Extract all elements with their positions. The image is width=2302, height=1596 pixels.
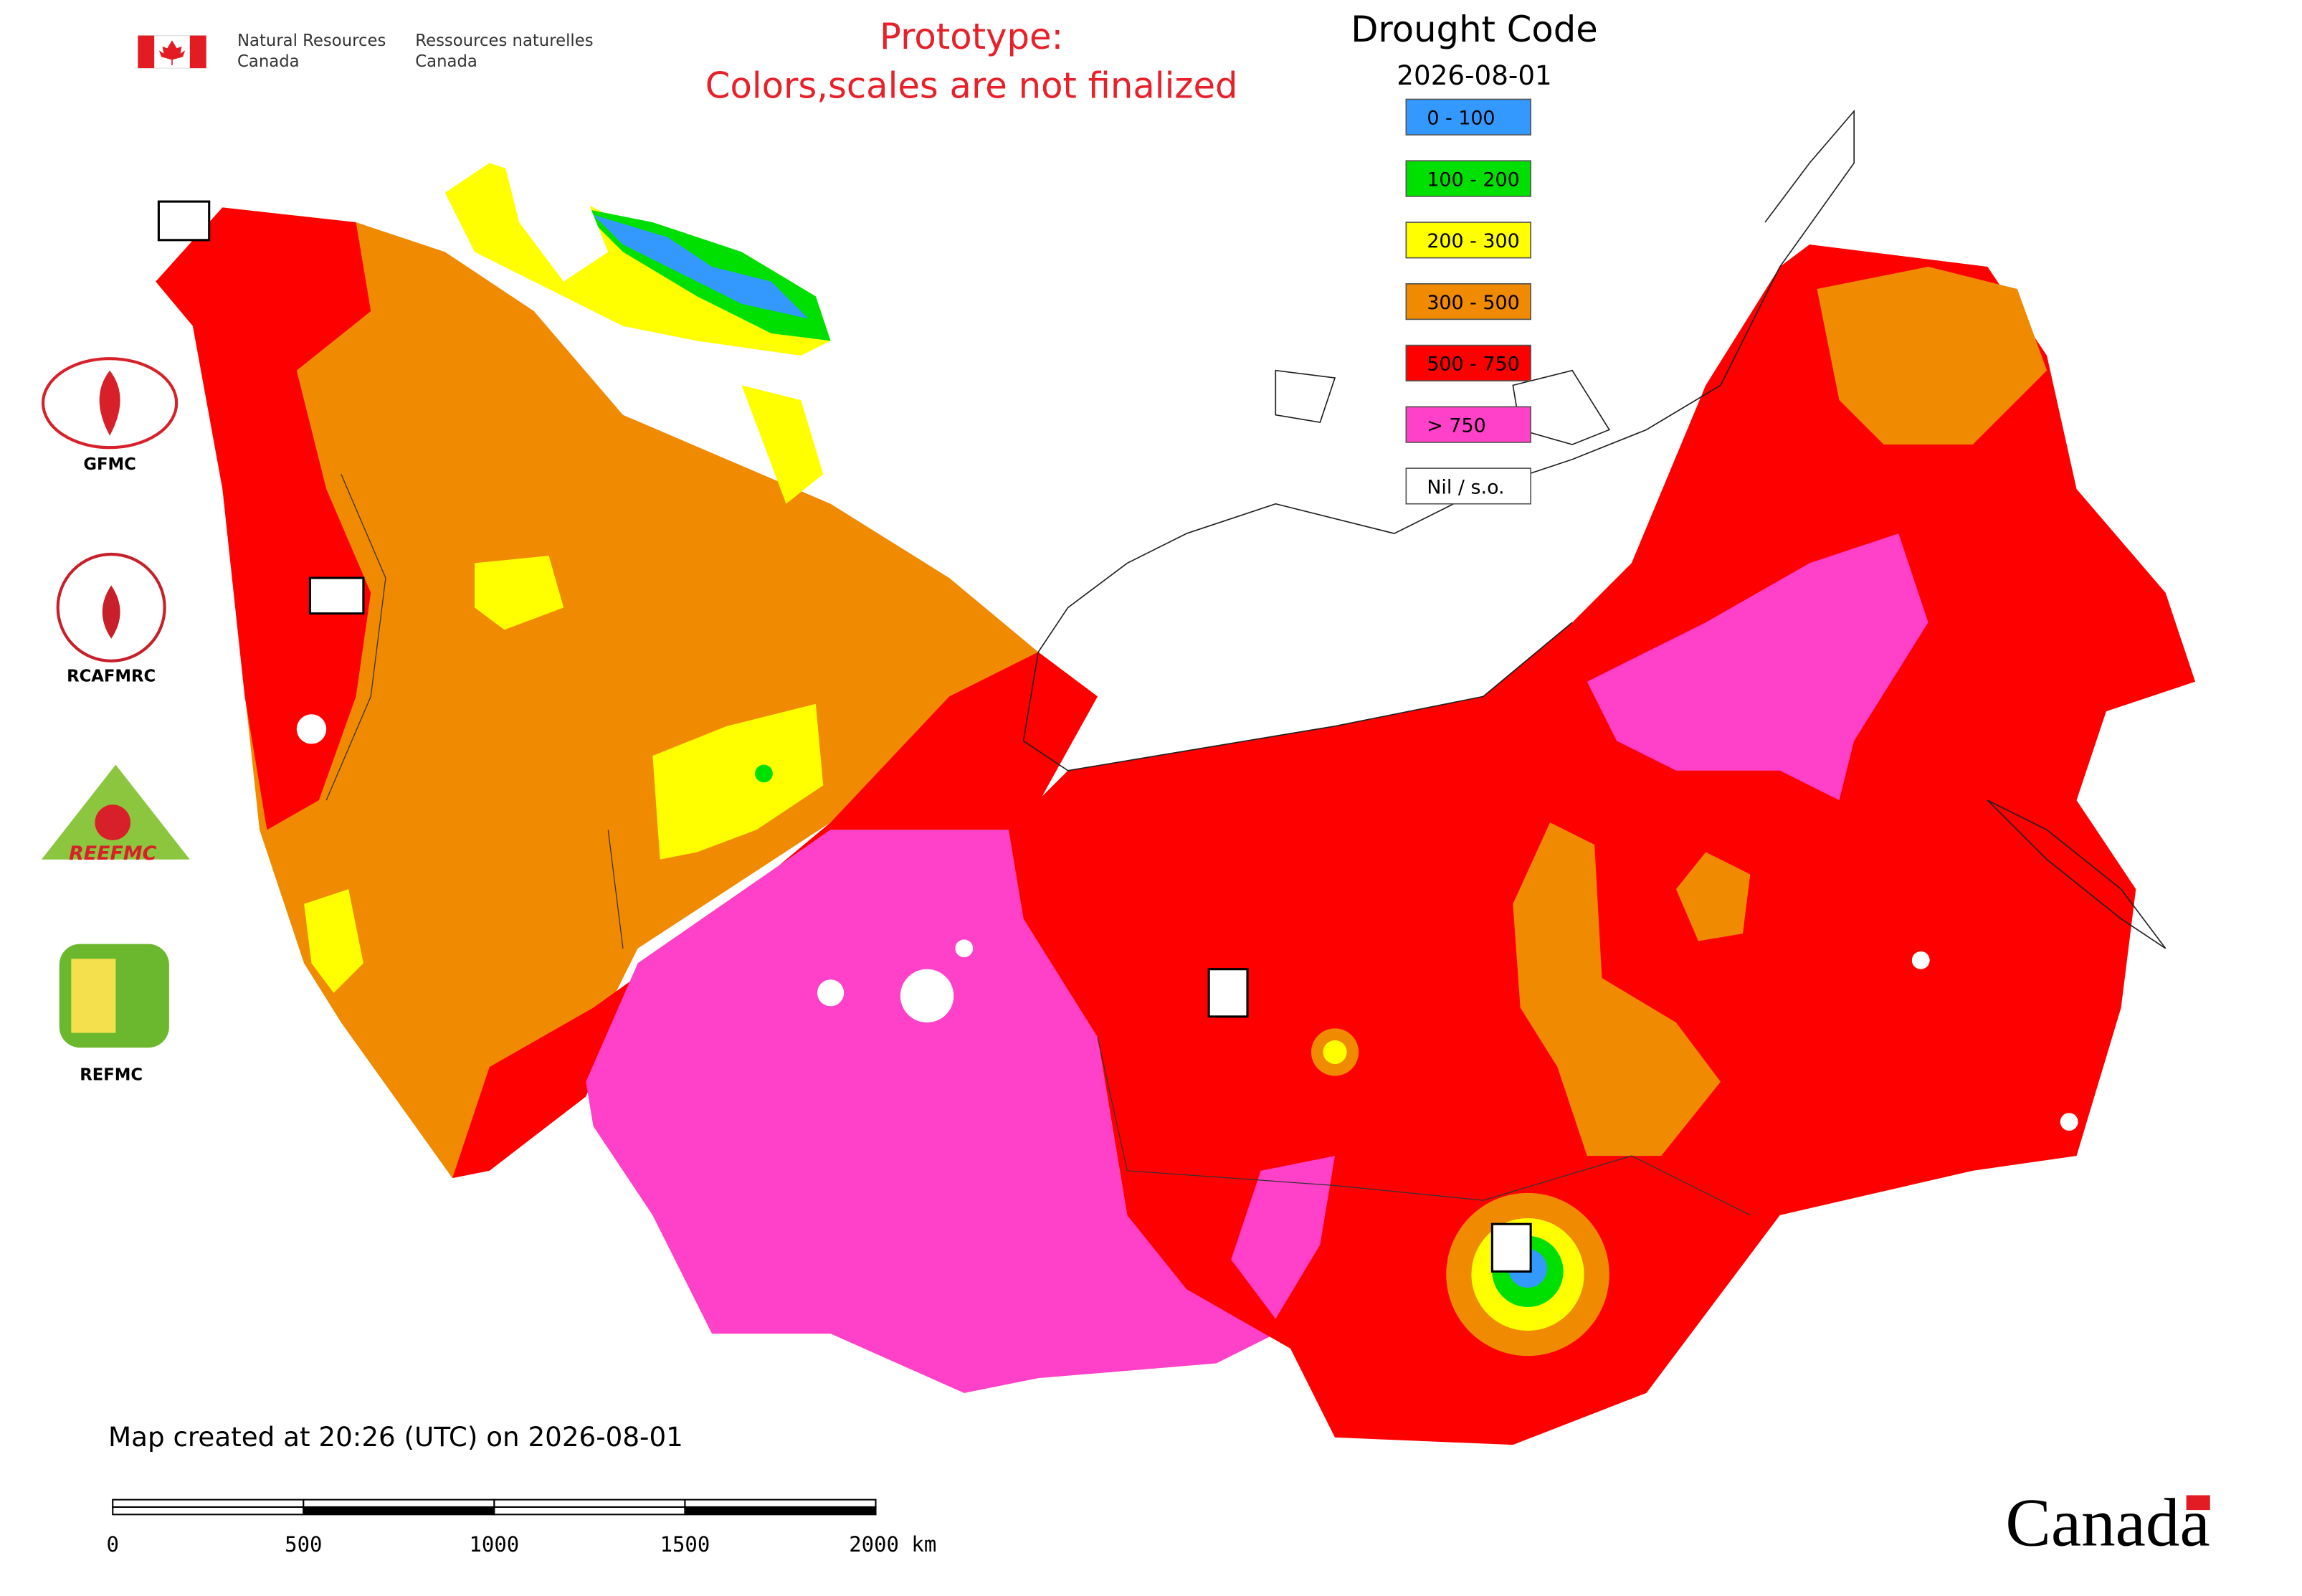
agency-header: Natural Resources Canada Ressources natu… — [137, 32, 594, 71]
legend-swatch — [1405, 160, 1531, 197]
scale-segment — [493, 1498, 686, 1509]
hotspot — [755, 764, 773, 783]
rcafmrc-flame — [102, 585, 120, 639]
legend-swatch — [1405, 222, 1531, 259]
gfmc-flame — [99, 370, 120, 436]
wordmark-flag — [2186, 1495, 2210, 1511]
legend-swatch — [1405, 344, 1531, 382]
site-marker — [1490, 1222, 1532, 1273]
legend-label: 500 - 750 — [1427, 353, 1519, 376]
nil-area — [1911, 951, 1930, 969]
scale-segment — [684, 1498, 877, 1509]
scale-label: 500 — [285, 1532, 322, 1557]
scale-segment — [303, 1498, 495, 1509]
legend-title: Drought Code — [1351, 9, 1598, 50]
scale-label: 2000 km — [849, 1532, 936, 1557]
region-500-750 — [156, 207, 371, 830]
legend-label: 100 - 200 — [1427, 168, 1519, 191]
region-0-100 — [593, 214, 809, 319]
legend-swatch — [1405, 98, 1531, 136]
region-300-500 — [156, 207, 1039, 1179]
region-gt-750 — [1231, 1156, 1336, 1319]
legend-swatch — [1405, 467, 1531, 505]
nil-area — [504, 163, 609, 282]
scale-segment — [684, 1506, 877, 1516]
coastlines — [325, 109, 2167, 1216]
scale-segment — [493, 1506, 686, 1516]
scale-label: 1000 — [470, 1532, 520, 1557]
region-500-750 — [452, 652, 1098, 1179]
agency-fr: Ressources naturelles — [415, 32, 593, 50]
scale-segment — [112, 1506, 305, 1516]
site-markers — [157, 200, 1532, 1273]
partner-label: REEFMC — [69, 842, 157, 865]
legend-date: 2026-08-01 — [1397, 60, 1551, 91]
canada-wordmark: Canada — [2005, 1485, 2210, 1561]
scale-label: 0 — [107, 1532, 119, 1557]
region-300-500 — [1675, 852, 1751, 941]
partner-label: REFMC — [80, 1066, 143, 1085]
partner-logos: GFMC RCAFMRC REEFMC REFMC — [41, 357, 190, 1085]
map-created: Map created at 20:26 (UTC) on 2026-08-01 — [108, 1421, 683, 1453]
partner-label: RCAFMRC — [67, 668, 156, 686]
region-gt-750 — [1587, 533, 1928, 801]
legend-label: > 750 — [1427, 414, 1485, 437]
flag-bar — [189, 35, 206, 69]
reefmc-emblem — [95, 804, 131, 840]
legend: Drought Code 2026-08-01 0 - 100 100 - 200… — [1351, 9, 1598, 505]
hotspot — [1323, 1040, 1347, 1064]
scale-label: 1500 — [660, 1532, 710, 1557]
legend-label: 200 - 300 — [1427, 230, 1519, 252]
scale-segment — [303, 1506, 495, 1516]
region-200-300 — [652, 703, 824, 860]
region-200-300 — [741, 385, 824, 504]
refmc-emblem — [71, 959, 116, 1033]
site-marker — [308, 576, 365, 615]
agency-en: Natural Resources — [237, 32, 386, 50]
nil-area — [296, 714, 327, 744]
notice: Prototype: — [880, 16, 1063, 57]
region-300-500 — [1513, 822, 1721, 1156]
nil-area — [2060, 1113, 2078, 1131]
region-200-300 — [304, 889, 363, 993]
notice: Colors,scales are not finalized — [705, 65, 1238, 106]
legend-swatch — [1405, 282, 1531, 320]
agency-en: Canada — [237, 52, 300, 71]
gfmc-logo — [41, 357, 179, 450]
legend-label: 0 - 100 — [1427, 108, 1495, 130]
drought-map — [156, 163, 2196, 1445]
partner-label: GFMC — [83, 455, 136, 474]
maple-leaf — [158, 40, 186, 65]
region-gt-750 — [586, 830, 1276, 1393]
legend-swatch — [1405, 406, 1531, 443]
nil-area — [955, 939, 974, 958]
scale-segment — [112, 1498, 305, 1509]
nil-area — [900, 969, 954, 1023]
legend-label: Nil / s.o. — [1427, 476, 1504, 498]
site-marker — [1207, 968, 1249, 1018]
site-marker — [157, 200, 211, 242]
legend-label: 300 - 500 — [1427, 292, 1519, 314]
flag-bar — [138, 35, 155, 69]
scale-bar: 0 500 1000 1500 2000 km — [107, 1498, 936, 1557]
agency-fr: Canada — [415, 52, 477, 71]
nil-area — [817, 979, 845, 1007]
region-200-300 — [475, 556, 564, 630]
region-300-500 — [1817, 267, 2047, 445]
